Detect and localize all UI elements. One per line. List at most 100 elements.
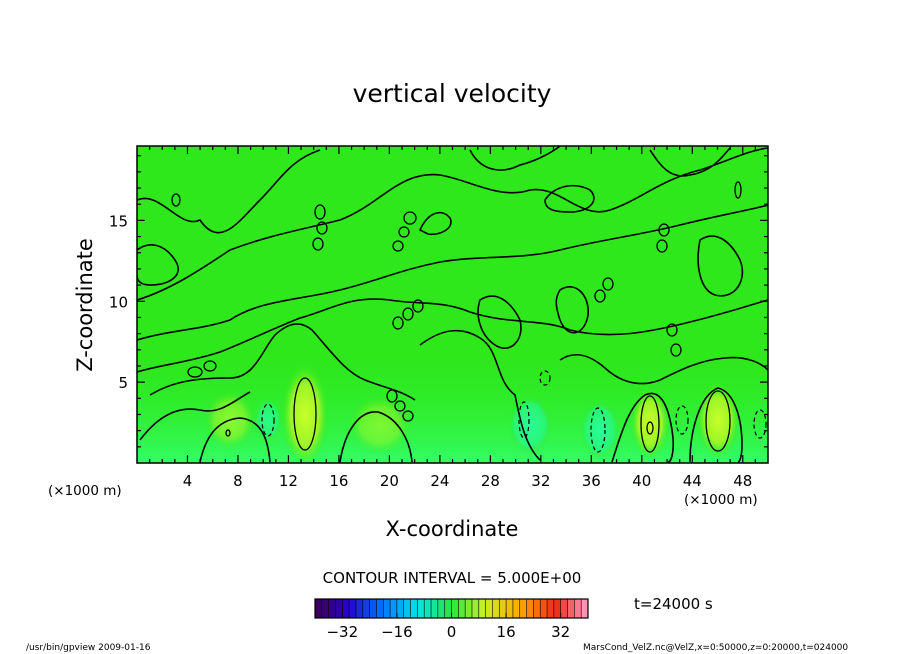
colorbar-tick-label: 32 bbox=[551, 623, 570, 641]
colorbar-cell bbox=[560, 599, 568, 618]
colorbar-cell bbox=[533, 599, 541, 618]
colorbar-cell bbox=[342, 599, 350, 618]
colorbar-cell bbox=[328, 599, 336, 618]
contour-line bbox=[649, 147, 731, 177]
wave-contour bbox=[403, 211, 417, 225]
contour-line bbox=[419, 329, 541, 461]
core-contours bbox=[225, 377, 731, 453]
colorbar-cell bbox=[540, 599, 548, 618]
colorbar-cell bbox=[547, 599, 555, 618]
wave-contour bbox=[392, 240, 404, 252]
wave-contour bbox=[602, 277, 614, 291]
colorbar-cell bbox=[512, 599, 521, 618]
colorbar-cell bbox=[581, 599, 589, 618]
x-tick-label: 24 bbox=[430, 472, 449, 490]
contour-line bbox=[555, 286, 589, 334]
colorbar-cell bbox=[492, 599, 500, 618]
colorbar-cells bbox=[314, 599, 589, 618]
core-contour bbox=[640, 395, 660, 453]
wave-contour bbox=[658, 223, 670, 237]
colorbar-tick-label: 16 bbox=[497, 623, 516, 641]
downdraft-30km bbox=[508, 395, 552, 455]
x-tick-labels: 4 8 12 16 20 24 28 32 36 40 44 48 bbox=[183, 472, 753, 490]
wave-contour bbox=[734, 181, 742, 199]
axis-ticks bbox=[137, 146, 768, 463]
colorbar: −32 −16 0 16 32 bbox=[314, 598, 589, 641]
updraft-core-46km bbox=[696, 382, 740, 458]
core-contour bbox=[705, 390, 731, 452]
contour-line bbox=[139, 391, 251, 441]
wave-contour bbox=[594, 289, 606, 303]
x-tick-label: 40 bbox=[632, 472, 651, 490]
colorbar-cell bbox=[499, 599, 507, 618]
colorbar-cell bbox=[417, 599, 425, 618]
colorbar-cell bbox=[335, 599, 343, 618]
x-tick-label: 4 bbox=[183, 472, 193, 490]
colorbar-cell bbox=[506, 599, 514, 618]
wave-contour bbox=[392, 316, 404, 330]
negative-contour bbox=[675, 405, 689, 435]
downdraft-36km bbox=[580, 400, 620, 460]
colorbar-cell bbox=[355, 599, 364, 618]
wave-contour bbox=[312, 237, 324, 251]
contour-line bbox=[339, 411, 413, 463]
y-axis-label: Z-coordinate bbox=[73, 238, 97, 372]
contour-line bbox=[689, 387, 743, 463]
colorbar-cell bbox=[458, 599, 466, 618]
colorbar-cell bbox=[478, 599, 487, 618]
colorbar-cell bbox=[321, 599, 330, 618]
colorbar-cell bbox=[383, 599, 391, 618]
y-tick-labels: 5 10 15 bbox=[109, 212, 128, 392]
negative-contours bbox=[261, 370, 767, 453]
contour-line bbox=[149, 323, 416, 401]
contour-line bbox=[611, 392, 675, 463]
wave-contour bbox=[187, 366, 203, 378]
wave-contour bbox=[386, 389, 398, 403]
time-label: t=24000 s bbox=[634, 595, 713, 613]
x-unit-left: (×1000 m) bbox=[48, 483, 122, 499]
colorbar-cell bbox=[396, 599, 405, 618]
x-tick-label: 28 bbox=[481, 472, 500, 490]
colorbar-cell bbox=[465, 599, 473, 618]
colorbar-cell bbox=[444, 599, 452, 618]
negative-contour bbox=[753, 409, 767, 439]
contour-line bbox=[137, 244, 179, 286]
colorbar-cell bbox=[369, 599, 377, 618]
negative-contour bbox=[539, 370, 551, 386]
y-tick-label: 5 bbox=[118, 374, 128, 392]
colorbar-cell bbox=[431, 599, 439, 618]
y-tick-label: 15 bbox=[109, 212, 128, 230]
x-tick-label: 36 bbox=[582, 472, 601, 490]
updraft-core-40km bbox=[630, 387, 670, 459]
wave-contour bbox=[398, 226, 410, 238]
core-contour bbox=[646, 421, 654, 435]
wave-contour bbox=[412, 299, 424, 313]
colorbar-cell bbox=[519, 599, 527, 618]
x-axis-label: X-coordinate bbox=[386, 517, 519, 541]
wave-contour bbox=[402, 307, 414, 321]
wave-contour bbox=[171, 193, 181, 207]
x-tick-label: 48 bbox=[733, 472, 752, 490]
wave-contour bbox=[314, 204, 326, 220]
wave-contour bbox=[402, 410, 414, 422]
colorbar-cell bbox=[362, 599, 370, 618]
x-tick-label: 12 bbox=[279, 472, 298, 490]
contour-interval-label: CONTOUR INTERVAL = 5.000E+00 bbox=[323, 569, 582, 587]
footer-left: /usr/bin/gpview 2009-01-16 bbox=[26, 643, 151, 653]
plot-area bbox=[136, 145, 769, 464]
colorbar-cell bbox=[424, 599, 432, 618]
x-tick-label: 16 bbox=[329, 472, 348, 490]
colorbar-cell bbox=[567, 599, 575, 618]
colorbar-cell bbox=[349, 599, 357, 618]
core-contour bbox=[225, 429, 231, 437]
colorbar-cell bbox=[403, 599, 411, 618]
chart-title: vertical velocity bbox=[353, 79, 552, 108]
x-unit-right: (×1000 m) bbox=[684, 492, 758, 508]
wave-contour bbox=[666, 323, 678, 337]
contour-line bbox=[544, 184, 595, 213]
wave-contour bbox=[203, 360, 217, 372]
colorbar-cell bbox=[451, 599, 459, 618]
downdraft-10km bbox=[254, 398, 282, 442]
y-tick-label: 10 bbox=[109, 293, 128, 311]
colorbar-cell bbox=[315, 599, 323, 618]
